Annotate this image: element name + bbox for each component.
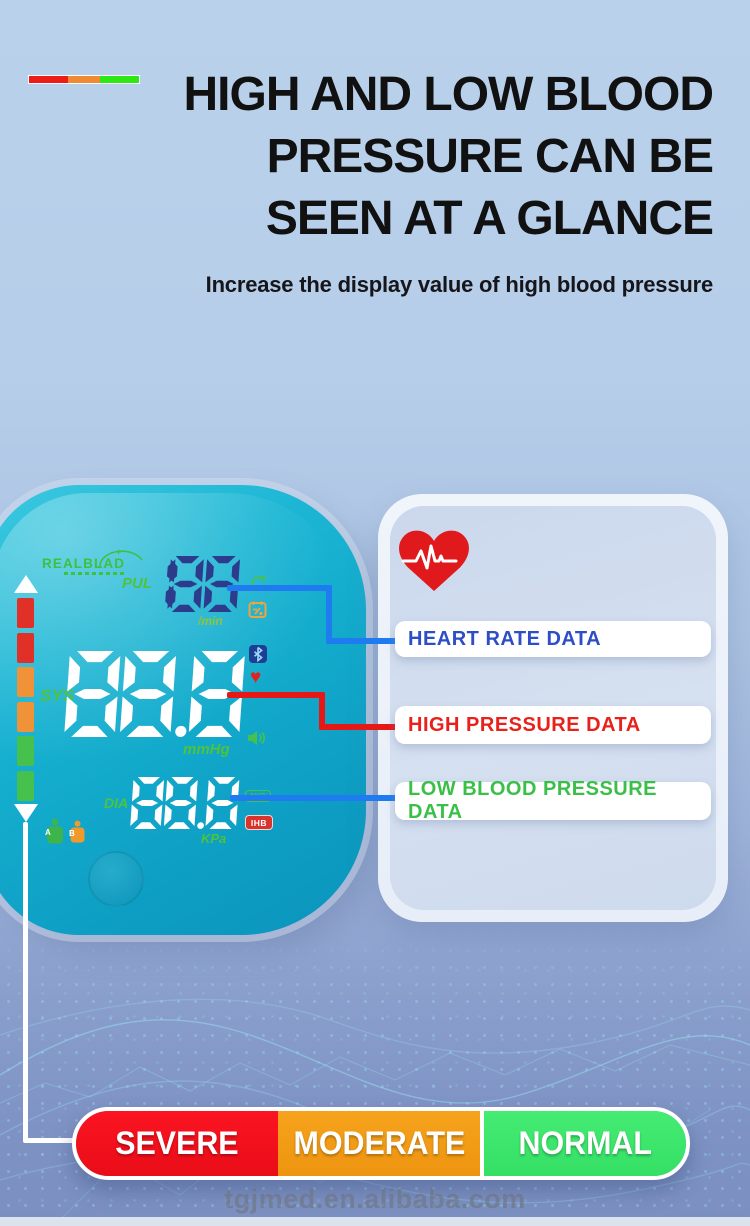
heartbeat-icon: ♥ bbox=[250, 667, 262, 688]
severity-scale-bar bbox=[28, 75, 140, 84]
sys-label: SYS bbox=[40, 686, 75, 705]
high-pressure-connector-h2 bbox=[319, 724, 398, 730]
heart-rate-connector-v bbox=[326, 585, 332, 644]
page-subtitle: Increase the display value of high blood… bbox=[205, 272, 714, 297]
heart-rate-data-text: HEART RATE DATA bbox=[408, 627, 602, 650]
high-pressure-data-label: HIGH PRESSURE DATA bbox=[395, 706, 711, 744]
scale-segment-red-2 bbox=[17, 632, 34, 663]
dia-unit: KPa bbox=[201, 831, 227, 846]
bluetooth-icon bbox=[249, 645, 267, 663]
scale-segment-green-1 bbox=[17, 736, 34, 766]
normal-segment: NORMAL bbox=[480, 1111, 686, 1176]
ihb-badge: IHB bbox=[245, 815, 273, 830]
heart-rate-connector-h2 bbox=[326, 638, 398, 644]
moderate-label: MODERATE bbox=[293, 1125, 465, 1161]
scale-down-arrow-icon bbox=[14, 804, 38, 822]
dia-label: DIA bbox=[104, 795, 129, 811]
watermark: tgjmed.en.alibaba.com bbox=[224, 1184, 526, 1214]
low-pressure-connector bbox=[230, 795, 398, 801]
heart-rate-connector-h1 bbox=[227, 585, 332, 591]
title-line-2: PRESSURE CAN BE bbox=[266, 130, 714, 183]
severe-segment: SEVERE bbox=[76, 1111, 278, 1176]
bottom-edge-strip bbox=[0, 1217, 750, 1226]
svg-text:+: + bbox=[116, 547, 122, 557]
sys-unit: mmHg bbox=[183, 741, 230, 758]
scale-segment-green-2 bbox=[17, 770, 34, 801]
pul-label: PUL bbox=[122, 575, 152, 592]
brand-name: REALBLAD bbox=[42, 556, 126, 571]
heart-rate-data-label: HEART RATE DATA bbox=[395, 621, 711, 657]
severity-legend-bar: SEVERE MODERATE NORMAL bbox=[72, 1107, 690, 1180]
severe-label: SEVERE bbox=[115, 1125, 239, 1161]
title-line-3: SEEN AT A GLANCE bbox=[265, 192, 714, 245]
device-power-button[interactable] bbox=[88, 851, 144, 907]
page-title: HIGH AND LOW BLOOD PRESSURE CAN BE SEEN … bbox=[153, 64, 715, 250]
scale-up-arrow-icon bbox=[14, 575, 38, 593]
scale-segment-orange-1 bbox=[17, 667, 34, 697]
high-pressure-data-text: HIGH PRESSURE DATA bbox=[408, 713, 641, 736]
low-blood-pressure-data-label: LOW BLOOD PRESSURE DATA bbox=[395, 778, 711, 823]
scale-red-segment bbox=[29, 76, 68, 83]
severity-pointer-line-h bbox=[23, 1138, 74, 1143]
severity-pointer-line-v bbox=[23, 822, 28, 1142]
brand-logo: + REALBLAD bbox=[42, 547, 162, 575]
title-line-1: HIGH AND LOW BLOOD bbox=[183, 68, 715, 121]
normal-label: NORMAL bbox=[518, 1125, 652, 1161]
scale-green-segment bbox=[100, 76, 139, 83]
high-pressure-connector-v bbox=[319, 692, 325, 730]
pul-unit: /min bbox=[198, 614, 223, 628]
scale-segment-orange-2 bbox=[17, 701, 34, 732]
brand-tagline-decoration bbox=[64, 572, 126, 575]
scale-segment-red-1 bbox=[17, 598, 34, 628]
moderate-segment: MODERATE bbox=[278, 1111, 480, 1176]
low-blood-pressure-data-text: LOW BLOOD PRESSURE DATA bbox=[408, 778, 658, 823]
logo-arc-icon: + bbox=[99, 547, 143, 568]
scale-orange-segment bbox=[68, 76, 100, 83]
high-pressure-connector-h1 bbox=[227, 692, 325, 698]
